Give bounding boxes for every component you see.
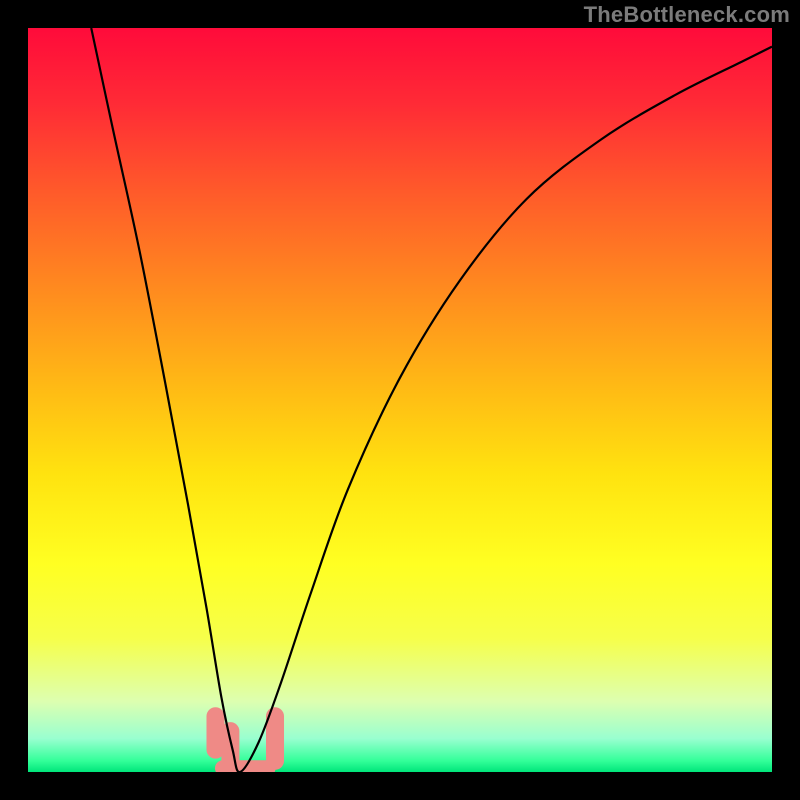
curve-layer — [28, 28, 772, 772]
chart-frame: TheBottleneck.com — [0, 0, 800, 800]
watermark-text: TheBottleneck.com — [584, 2, 790, 28]
bottleneck-curve — [91, 28, 772, 772]
plot-area — [28, 28, 772, 772]
